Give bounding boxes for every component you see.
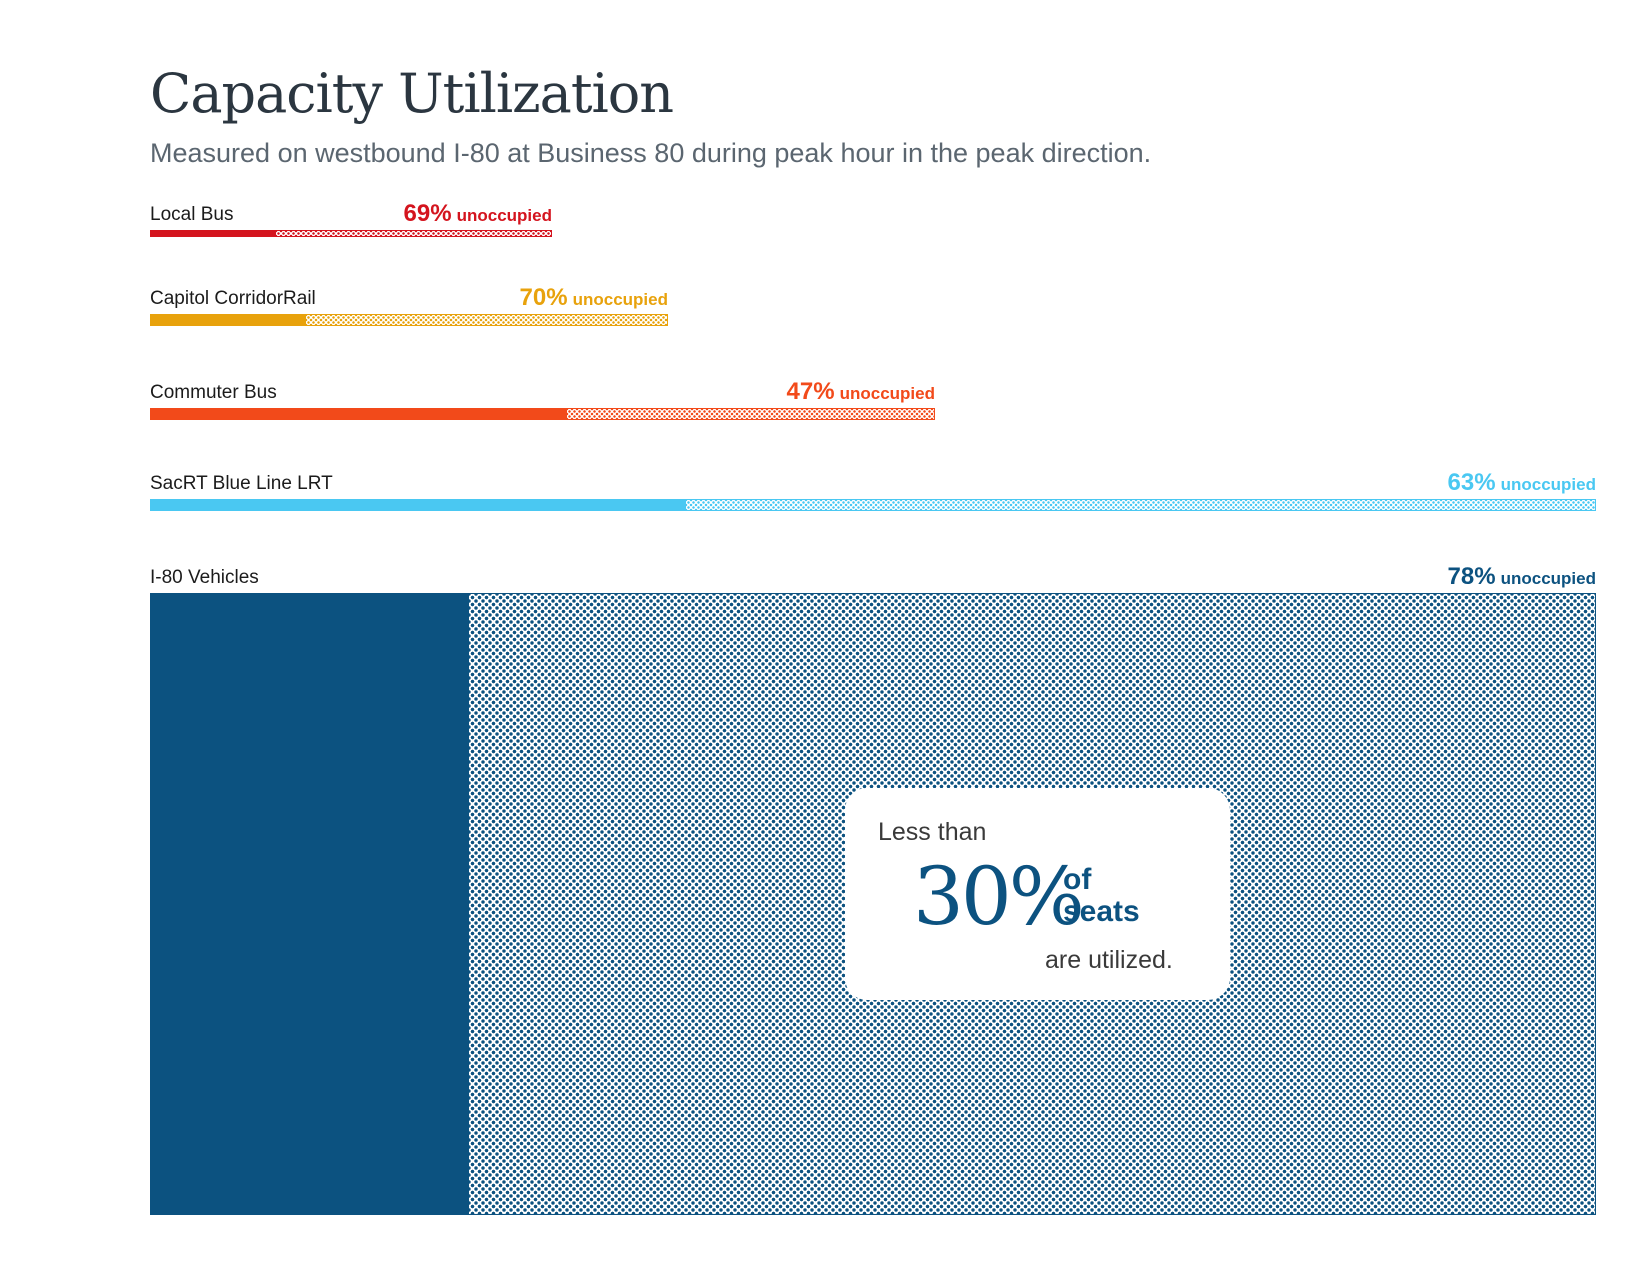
bar-occupied [150, 314, 306, 326]
bar-row: SacRT Blue Line LRT 63% unoccupied [150, 463, 1596, 511]
bar-occupied [150, 230, 275, 237]
category-label: I-80 Vehicles [150, 567, 259, 588]
unoccupied-word: unoccupied [839, 384, 935, 403]
unoccupied-label: 63% unoccupied [1448, 469, 1596, 497]
category-label: Local Bus [150, 204, 234, 225]
chart-title: Capacity Utilization [150, 62, 674, 125]
unoccupied-label: 69% unoccupied [404, 200, 552, 228]
category-label: Commuter Bus [150, 382, 277, 403]
bar-unoccupied [274, 230, 552, 237]
unoccupied-word: unoccupied [572, 290, 668, 309]
chart-subtitle: Measured on westbound I-80 at Business 8… [150, 138, 1152, 168]
bar-row: Capitol CorridorRail 70% unoccupied [150, 278, 668, 326]
unoccupied-word: unoccupied [456, 206, 552, 225]
unoccupied-value: 78% [1447, 563, 1496, 590]
unoccupied-value: 70% [519, 284, 568, 311]
category-label: SacRT Blue Line LRT [150, 473, 333, 494]
unoccupied-value: 47% [786, 378, 835, 405]
callout-tail: are utilized. [1045, 946, 1173, 974]
category-label: Capitol CorridorRail [150, 288, 316, 309]
unoccupied-word: unoccupied [1500, 569, 1596, 588]
callout-lead: Less than [878, 818, 987, 846]
bar-row: Commuter Bus 47% unoccupied [150, 372, 935, 420]
callout-of: of [1063, 863, 1092, 896]
unoccupied-word: unoccupied [1500, 475, 1596, 494]
bar-unoccupied [685, 499, 1596, 511]
bar-occupied [150, 408, 567, 420]
bar [150, 499, 1596, 511]
bar-row: Local Bus 69% unoccupied [150, 194, 552, 237]
callout-seats: seats [1063, 895, 1140, 928]
bar [150, 408, 935, 420]
bar-occupied [150, 593, 469, 1215]
bar-unoccupied [305, 314, 668, 326]
bar-occupied [150, 499, 686, 511]
unoccupied-value: 69% [403, 200, 452, 227]
bar [150, 314, 668, 326]
callout-of-seats: of seats [1063, 864, 1140, 928]
unoccupied-value: 63% [1447, 469, 1496, 496]
bar-unoccupied [566, 408, 935, 420]
callout-percent: 30% [913, 850, 1085, 943]
bar [150, 230, 552, 237]
unoccupied-label: 78% unoccupied [1448, 563, 1596, 591]
unoccupied-label: 47% unoccupied [787, 378, 935, 406]
callout-box: Less than 30% of seats are utilized. [845, 788, 1230, 1000]
unoccupied-label: 70% unoccupied [520, 284, 668, 312]
